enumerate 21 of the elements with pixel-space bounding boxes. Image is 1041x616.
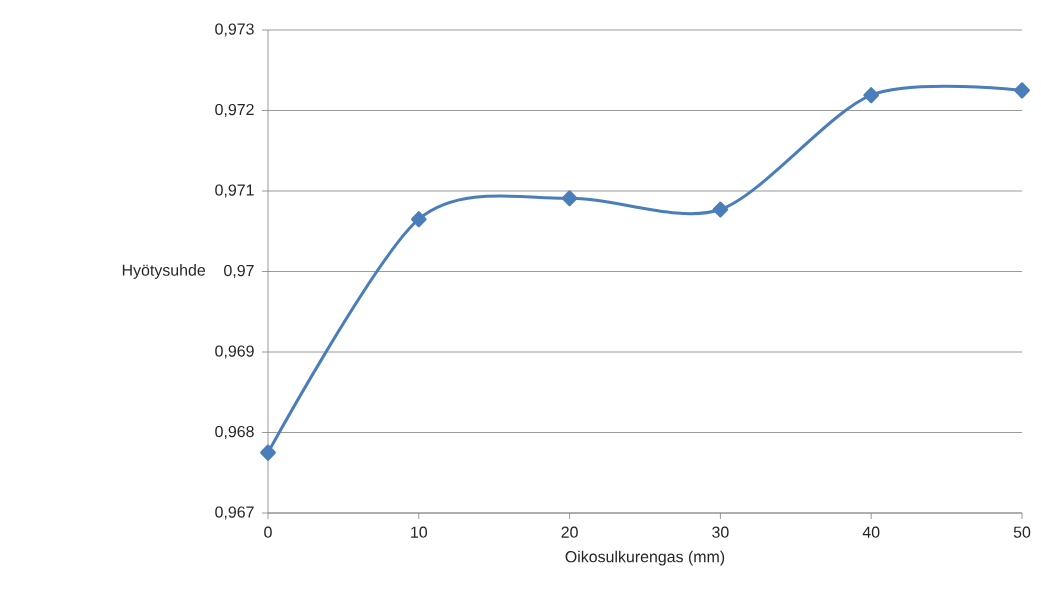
point	[712, 201, 729, 218]
x-tick-label: 10	[411, 526, 428, 538]
point	[410, 211, 427, 228]
y-tick-label: 0,973	[215, 23, 254, 37]
point	[561, 190, 578, 207]
point	[1014, 82, 1030, 99]
x-tick-label: 20	[561, 526, 578, 538]
y-tick-label: 0,971	[215, 184, 254, 198]
y-tick-label: 0,967	[215, 506, 254, 520]
point	[260, 444, 276, 461]
x-tick-label: 50	[1013, 526, 1031, 538]
x-tick-label: 40	[862, 526, 880, 538]
y-axis-title: Hyötysuhde	[122, 264, 206, 279]
y-tick-label: 0,97	[224, 264, 254, 279]
x-tick-label: 0	[264, 526, 272, 538]
x-tick-label: 30	[712, 526, 729, 538]
y-tick-label: 0,969	[215, 345, 254, 359]
point	[863, 87, 880, 104]
y-tick-label: 0,972	[215, 103, 254, 118]
x-axis-title: Oikosulkurengas (mm)	[565, 550, 725, 566]
y-tick-label: 0,968	[215, 425, 254, 440]
